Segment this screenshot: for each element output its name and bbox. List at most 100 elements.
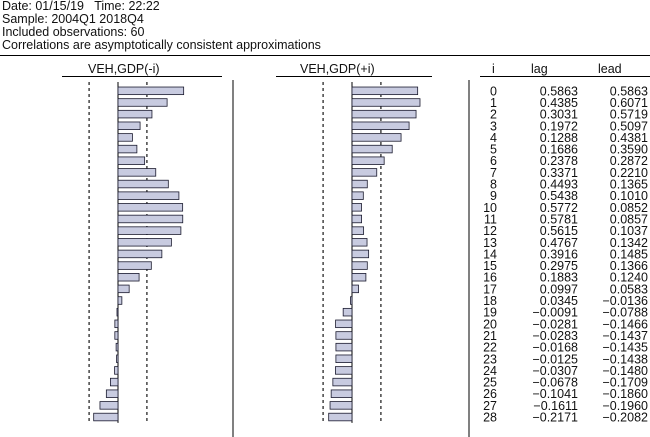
lead-value: 0.6071	[610, 96, 648, 110]
lag-index: 3	[490, 119, 497, 133]
lead-value: 0.0583	[610, 282, 648, 296]
lag-index: 21	[483, 329, 497, 343]
lag-index: 19	[483, 306, 497, 320]
lead-bar	[351, 98, 421, 107]
lead-value: −0.1480	[602, 364, 648, 378]
lead-bar	[332, 377, 353, 387]
lead-bar	[342, 307, 353, 317]
lag-bar	[114, 331, 119, 340]
lead-bar	[330, 389, 353, 398]
lag-index: 10	[483, 201, 497, 215]
lag-value: −0.0281	[532, 317, 578, 331]
lead-value: 0.1037	[610, 224, 648, 238]
lag-value: −0.0091	[532, 306, 578, 320]
lag-bar	[116, 307, 119, 317]
lag-value: 0.5781	[540, 212, 578, 226]
lag-bar	[114, 366, 119, 375]
lag-index: 27	[483, 399, 497, 413]
lead-value: −0.0788	[602, 306, 648, 320]
lag-bar	[117, 109, 153, 119]
lag-index: 18	[483, 294, 497, 308]
i-column-header: i	[492, 62, 495, 76]
lag-bar	[117, 121, 141, 130]
lag-value: 0.1288	[540, 131, 578, 145]
lead-value: 0.2872	[610, 154, 648, 168]
lag-index: 13	[483, 236, 497, 250]
lag-value: 0.0997	[540, 282, 578, 296]
lag-value: 0.1972	[540, 119, 578, 133]
lag-bar	[117, 133, 133, 142]
lag-index: 12	[483, 224, 497, 238]
lag-value: −0.1611	[533, 399, 578, 413]
lag-bar	[114, 319, 119, 329]
lag-value: −0.2171	[532, 411, 578, 425]
lag-value: −0.1041	[532, 387, 578, 401]
lag-value: 0.2975	[540, 259, 578, 273]
lead-bar	[335, 354, 353, 363]
lead-value: 0.1010	[610, 189, 648, 203]
lag-index: 24	[483, 364, 497, 378]
lead-bar	[335, 366, 353, 375]
lag-bar	[117, 144, 138, 154]
observations-line: Included observations: 60	[2, 25, 145, 39]
lag-value: 0.5863	[540, 84, 578, 98]
lead-column-header: lead	[598, 62, 622, 76]
lag-value: 0.5772	[540, 201, 578, 215]
lag-index: 14	[483, 247, 497, 261]
lead-bar	[351, 273, 367, 282]
lead-value: 0.1366	[610, 259, 648, 273]
date-time-line: Date: 01/15/19 Time: 22:22	[2, 0, 160, 13]
lag-value: 0.3371	[540, 166, 578, 180]
lag-bar	[117, 98, 168, 107]
lag-chart-underline	[62, 76, 222, 77]
lag-bar	[117, 296, 123, 305]
lead-bar	[351, 261, 368, 270]
lag-bar	[117, 249, 163, 259]
lead-value: −0.1435	[602, 341, 648, 355]
lag-value: 0.1686	[540, 143, 578, 157]
lag-index: 16	[483, 271, 497, 285]
lead-bar	[351, 156, 385, 165]
lead-value: −0.1437	[602, 329, 648, 343]
lag-index: 25	[483, 376, 497, 390]
lag-value: −0.0307	[532, 364, 578, 378]
header-divider	[0, 55, 650, 56]
note-line: Correlations are asymptotically consiste…	[2, 38, 321, 52]
lag-bar	[117, 203, 184, 212]
lag-value: 0.5615	[540, 224, 578, 238]
lead-bar	[351, 109, 417, 119]
lag-value: −0.0678	[532, 376, 578, 390]
lead-bar	[351, 191, 364, 200]
lag-value: 0.2378	[540, 154, 578, 168]
lag-index: 7	[490, 166, 497, 180]
lead-bar	[351, 238, 368, 247]
lead-value: 0.1342	[610, 236, 648, 250]
lag-bar	[93, 412, 119, 422]
lag-index: 9	[490, 189, 497, 203]
lag-bar	[115, 342, 119, 352]
lead-value: 0.1240	[610, 271, 648, 285]
lag-value: 0.3031	[540, 108, 578, 122]
lead-bar	[351, 144, 393, 154]
lag-bar	[117, 214, 184, 224]
lag-value: −0.0283	[532, 329, 578, 343]
lead-bar	[350, 296, 353, 305]
lead-bar	[351, 133, 402, 142]
lead-bar	[351, 86, 419, 96]
lag-bar	[117, 86, 185, 96]
lead-bar	[351, 168, 378, 177]
lag-bar	[117, 261, 152, 270]
lead-value: 0.0852	[610, 201, 648, 215]
lead-chart-title: VEH,GDP(+i)	[300, 62, 375, 76]
lead-bar	[351, 179, 368, 189]
lag-value: 0.3916	[540, 247, 578, 261]
lag-value: 0.4385	[540, 96, 578, 110]
lag-value: 0.4767	[540, 236, 578, 250]
lead-value: 0.4381	[610, 131, 648, 145]
lead-bar	[335, 342, 353, 352]
lead-value: −0.1438	[602, 352, 648, 366]
lag-bar	[117, 226, 182, 235]
sample-line: Sample: 2004Q1 2018Q4	[2, 12, 144, 26]
lead-bar	[335, 319, 353, 329]
lead-value: 0.0857	[610, 212, 648, 226]
